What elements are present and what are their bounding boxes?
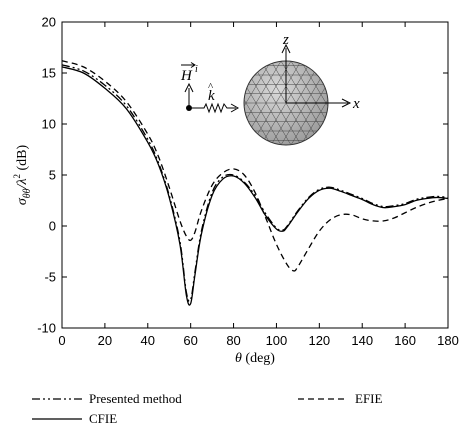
x-tick-label: 100	[266, 333, 288, 348]
h-field-label: H	[180, 68, 193, 84]
legend-item-efie: EFIE	[298, 391, 383, 406]
mesh-line	[244, 61, 282, 145]
legend-label-cfie: CFIE	[89, 411, 117, 426]
k-vector-label: k	[208, 88, 215, 104]
axis-tick-labels: 0 20 40 60 80 100 120 140 160 180 -10 -5 0 5 10 15 20	[37, 15, 459, 349]
y-tick-label: -10	[37, 321, 56, 336]
x-tick-label: 20	[98, 333, 112, 348]
k-vector-hat: ^	[208, 81, 214, 93]
y-tick-label: 20	[42, 15, 56, 30]
plot-area	[61, 21, 449, 329]
x-tick-label: 120	[308, 333, 330, 348]
x-tick-label: 60	[183, 333, 197, 348]
legend-item-presented-method: Presented method	[32, 391, 182, 406]
k-vector-wave	[192, 102, 236, 114]
series-line-efie	[61, 60, 449, 272]
y-tick-label: -5	[44, 270, 56, 285]
h-field-superscript: i	[195, 64, 198, 75]
axis-ticks	[61, 21, 449, 329]
h-overline-arrow	[190, 62, 196, 68]
x-axis-label: x	[352, 96, 360, 112]
legend-label-presented-method: Presented method	[89, 391, 182, 406]
inset-figure: z x H i k ^	[180, 32, 360, 146]
x-tick-label: 160	[394, 333, 416, 348]
x-tick-label: 40	[141, 333, 155, 348]
x-tick-label: 180	[437, 333, 459, 348]
x-tick-label: 80	[226, 333, 240, 348]
series-line-cfie	[61, 66, 449, 306]
legend-label-efie: EFIE	[355, 391, 383, 406]
legend: Presented method EFIE CFIE	[32, 391, 383, 426]
mesh-line	[250, 61, 302, 145]
y-tick-label: 15	[42, 66, 56, 81]
y-tick-label: 5	[49, 168, 56, 183]
legend-item-cfie: CFIE	[32, 411, 117, 426]
k-vector-arrow	[230, 103, 240, 113]
x-axis-title: θ (deg)	[235, 351, 275, 366]
series-layer	[61, 60, 449, 306]
h-vector-arrow	[184, 82, 194, 93]
y-axis-title: σθθ/λ2 (dB)	[12, 144, 33, 205]
z-axis-label: z	[282, 32, 289, 48]
x-tick-label: 140	[351, 333, 373, 348]
z-axis-arrow	[281, 43, 291, 54]
x-axis-arrow	[341, 98, 352, 108]
y-tick-label: 0	[49, 219, 56, 234]
x-tick-label: 0	[58, 333, 65, 348]
mesh-line	[244, 61, 272, 145]
y-tick-label: 10	[42, 117, 56, 132]
